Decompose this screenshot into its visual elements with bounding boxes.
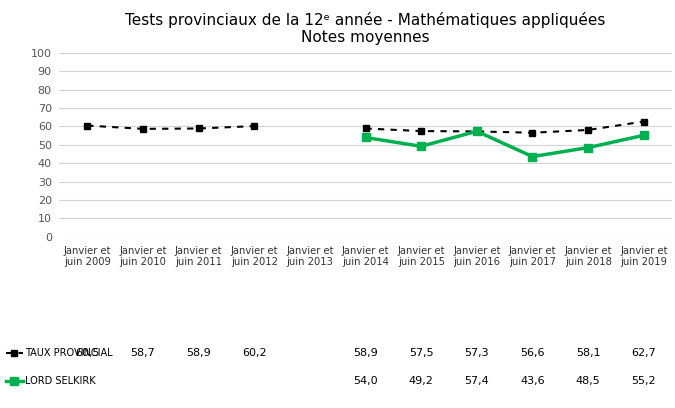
Text: 54,0: 54,0 [353, 377, 378, 386]
Text: 60,2: 60,2 [242, 348, 267, 358]
Text: 58,9: 58,9 [186, 348, 211, 358]
Text: 58,1: 58,1 [576, 348, 601, 358]
Text: 60,5: 60,5 [75, 348, 99, 358]
Text: TAUX PROVINCIAL: TAUX PROVINCIAL [25, 348, 113, 358]
Text: 48,5: 48,5 [576, 377, 601, 386]
Text: 49,2: 49,2 [409, 377, 433, 386]
Text: 58,7: 58,7 [130, 348, 155, 358]
Text: 43,6: 43,6 [520, 377, 545, 386]
Text: 55,2: 55,2 [632, 377, 656, 386]
Text: 62,7: 62,7 [631, 348, 656, 358]
Text: 57,5: 57,5 [409, 348, 433, 358]
Text: 57,4: 57,4 [464, 377, 489, 386]
Text: LORD SELKIRK: LORD SELKIRK [25, 377, 96, 386]
Text: 57,3: 57,3 [464, 348, 489, 358]
Text: 56,6: 56,6 [520, 348, 545, 358]
Text: 58,9: 58,9 [353, 348, 378, 358]
Title: Tests provinciaux de la 12ᵉ année - Mathématiques appliquées
Notes moyennes: Tests provinciaux de la 12ᵉ année - Math… [126, 11, 605, 45]
